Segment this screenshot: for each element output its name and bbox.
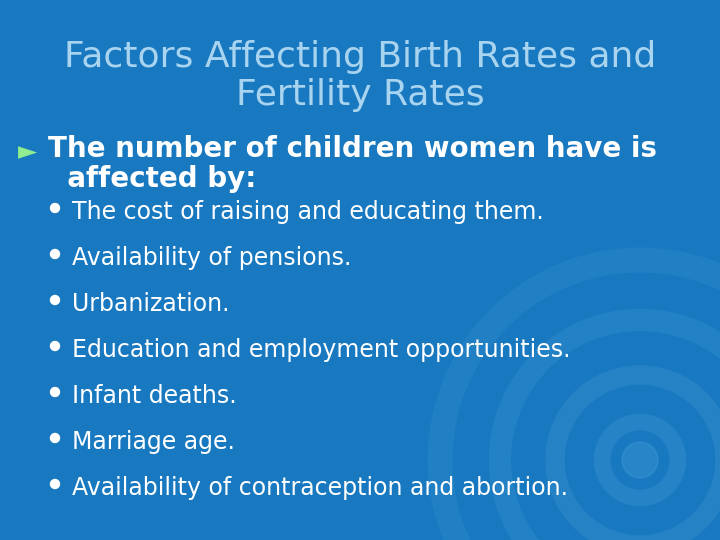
- Text: Fertility Rates: Fertility Rates: [235, 78, 485, 112]
- Circle shape: [50, 341, 60, 350]
- Text: Factors Affecting Birth Rates and: Factors Affecting Birth Rates and: [64, 40, 656, 74]
- Circle shape: [622, 442, 658, 478]
- Text: Availability of pensions.: Availability of pensions.: [72, 246, 351, 270]
- Circle shape: [50, 388, 60, 396]
- Text: Infant deaths.: Infant deaths.: [72, 384, 237, 408]
- Text: The number of children women have is: The number of children women have is: [48, 135, 657, 163]
- Text: Marriage age.: Marriage age.: [72, 430, 235, 454]
- Text: affected by:: affected by:: [48, 165, 256, 193]
- Circle shape: [50, 295, 60, 305]
- Text: Urbanization.: Urbanization.: [72, 292, 230, 316]
- Circle shape: [50, 249, 60, 259]
- Circle shape: [50, 480, 60, 489]
- Text: ►: ►: [18, 140, 37, 164]
- Text: Availability of contraception and abortion.: Availability of contraception and aborti…: [72, 476, 568, 500]
- Text: The cost of raising and educating them.: The cost of raising and educating them.: [72, 200, 544, 224]
- Text: Education and employment opportunities.: Education and employment opportunities.: [72, 338, 570, 362]
- Circle shape: [50, 204, 60, 213]
- Circle shape: [50, 434, 60, 442]
